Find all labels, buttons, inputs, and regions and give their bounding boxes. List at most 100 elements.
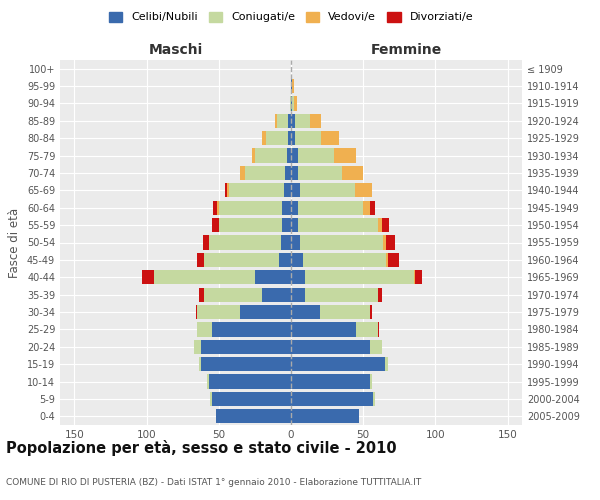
Bar xyxy=(291,218,298,232)
Bar xyxy=(283,218,291,232)
Bar xyxy=(199,357,202,372)
Bar xyxy=(202,340,291,354)
Bar xyxy=(377,322,379,336)
Bar xyxy=(320,305,370,319)
Bar xyxy=(291,183,299,198)
Bar xyxy=(229,183,284,198)
Bar xyxy=(291,114,295,128)
Bar xyxy=(255,148,287,162)
Bar xyxy=(209,374,291,388)
Bar xyxy=(292,96,294,110)
Bar xyxy=(277,114,288,128)
Bar xyxy=(356,322,377,336)
Bar xyxy=(295,114,310,128)
Bar xyxy=(212,392,291,406)
Text: Popolazione per età, sesso e stato civile - 2010: Popolazione per età, sesso e stato civil… xyxy=(6,440,397,456)
Bar xyxy=(197,305,241,319)
Bar xyxy=(209,236,281,250)
Bar xyxy=(383,236,386,250)
Bar xyxy=(291,409,359,424)
Bar xyxy=(241,305,291,319)
Bar xyxy=(291,96,292,110)
Bar xyxy=(291,253,302,267)
Bar xyxy=(291,270,305,284)
Bar xyxy=(291,305,320,319)
Text: Maschi: Maschi xyxy=(148,42,203,56)
Y-axis label: Fasce di età: Fasce di età xyxy=(8,208,21,278)
Bar xyxy=(292,79,294,93)
Bar xyxy=(302,253,386,267)
Bar xyxy=(197,322,212,336)
Bar xyxy=(291,357,385,372)
Bar xyxy=(377,288,382,302)
Bar xyxy=(252,148,255,162)
Bar xyxy=(291,236,299,250)
Legend: Celibi/Nubili, Coniugati/e, Vedovi/e, Divorziati/e: Celibi/Nubili, Coniugati/e, Vedovi/e, Di… xyxy=(104,7,478,27)
Bar xyxy=(205,253,280,267)
Bar xyxy=(388,253,399,267)
Bar xyxy=(280,253,291,267)
Bar xyxy=(291,392,373,406)
Text: COMUNE DI RIO DI PUSTERIA (BZ) - Dati ISTAT 1° gennaio 2010 - Elaborazione TUTTI: COMUNE DI RIO DI PUSTERIA (BZ) - Dati IS… xyxy=(6,478,421,487)
Bar xyxy=(370,374,372,388)
Bar xyxy=(386,236,395,250)
Bar xyxy=(216,409,291,424)
Bar xyxy=(212,218,219,232)
Bar xyxy=(310,114,322,128)
Bar xyxy=(415,270,422,284)
Bar xyxy=(298,200,363,215)
Bar xyxy=(284,183,291,198)
Bar xyxy=(298,166,341,180)
Bar xyxy=(355,183,372,198)
Bar xyxy=(212,322,291,336)
Bar xyxy=(285,166,291,180)
Bar xyxy=(370,305,372,319)
Bar xyxy=(291,340,370,354)
Bar xyxy=(213,200,217,215)
Text: Femmine: Femmine xyxy=(371,42,442,56)
Bar xyxy=(382,218,389,232)
Bar xyxy=(370,200,375,215)
Bar xyxy=(241,166,245,180)
Bar xyxy=(262,131,266,146)
Bar xyxy=(199,288,205,302)
Bar xyxy=(295,131,322,146)
Bar xyxy=(385,357,388,372)
Bar xyxy=(291,374,370,388)
Bar xyxy=(224,183,227,198)
Bar xyxy=(283,200,291,215)
Bar xyxy=(217,200,219,215)
Bar xyxy=(288,114,291,128)
Bar xyxy=(207,374,209,388)
Bar xyxy=(322,131,338,146)
Bar xyxy=(291,288,305,302)
Bar xyxy=(291,322,356,336)
Bar xyxy=(255,270,291,284)
Bar xyxy=(219,218,283,232)
Bar xyxy=(305,270,414,284)
Bar xyxy=(291,200,298,215)
Bar xyxy=(275,114,277,128)
Bar xyxy=(414,270,415,284)
Y-axis label: Anni di nascita: Anni di nascita xyxy=(599,199,600,286)
Bar xyxy=(298,218,377,232)
Bar xyxy=(227,183,229,198)
Bar xyxy=(210,392,212,406)
Bar xyxy=(205,288,262,302)
Bar xyxy=(194,340,202,354)
Bar xyxy=(262,288,291,302)
Bar xyxy=(287,148,291,162)
Bar xyxy=(298,148,334,162)
Bar xyxy=(291,79,292,93)
Bar xyxy=(203,236,209,250)
Bar xyxy=(341,166,363,180)
Bar xyxy=(373,392,375,406)
Bar xyxy=(386,253,388,267)
Bar xyxy=(370,340,382,354)
Bar xyxy=(305,288,377,302)
Bar xyxy=(154,270,255,284)
Bar xyxy=(291,166,298,180)
Bar xyxy=(202,357,291,372)
Bar xyxy=(219,200,283,215)
Bar xyxy=(291,131,295,146)
